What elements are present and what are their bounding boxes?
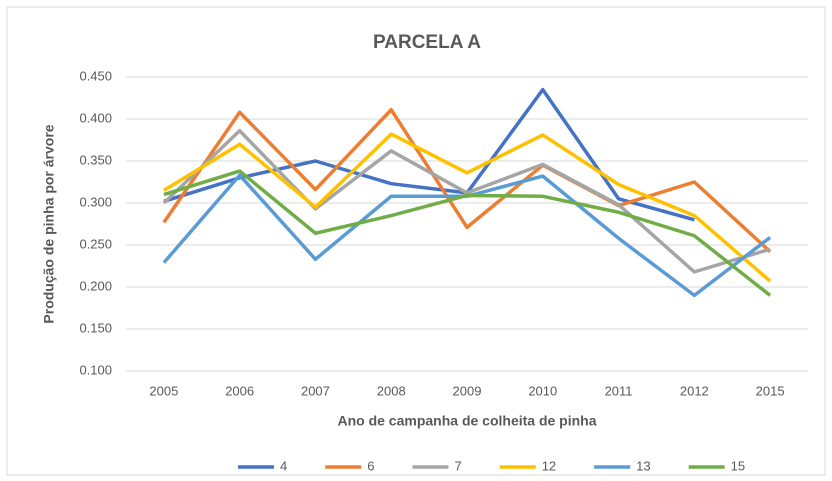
x-tick-label: 2005 — [149, 383, 178, 398]
y-tick-label: 0.450 — [79, 68, 112, 83]
series-line — [163, 87, 695, 222]
y-tick-label: 0.150 — [79, 320, 112, 335]
chart-title: PARCELA A — [373, 32, 481, 53]
series-line — [163, 169, 772, 297]
x-tick-label: 2007 — [301, 383, 330, 398]
x-tick-label: 2006 — [225, 383, 254, 398]
y-tick-label: 0.250 — [79, 236, 112, 251]
series-line — [162, 108, 772, 254]
y-tick-label: 0.100 — [79, 362, 112, 377]
y-tick-label: 0.200 — [79, 278, 112, 293]
legend-label: 13 — [636, 458, 650, 473]
x-axis-label: Ano de campanha de colheita de pinha — [337, 413, 596, 429]
y-tick-label: 0.300 — [79, 194, 112, 209]
y-tick-label: 0.350 — [79, 152, 112, 167]
x-tick-label: 2015 — [756, 383, 785, 398]
x-tick-label: 2011 — [605, 383, 633, 398]
y-tick-label: 0.400 — [79, 110, 112, 125]
legend-label: 7 — [454, 458, 461, 473]
legend-label: 4 — [280, 458, 287, 473]
x-tick-label: 2010 — [528, 383, 557, 398]
chart-border — [6, 6, 826, 476]
legend-label: 15 — [731, 458, 745, 473]
series-line — [162, 129, 771, 274]
x-tick-label: 2009 — [453, 383, 482, 398]
legend-label: 12 — [542, 458, 556, 473]
x-tick-label: 2012 — [680, 383, 709, 398]
x-tick-label: 2008 — [377, 383, 406, 398]
series-line — [162, 132, 772, 283]
legend-label: 6 — [367, 458, 374, 473]
y-axis-label: Produção de pinha por árvore — [41, 124, 57, 323]
